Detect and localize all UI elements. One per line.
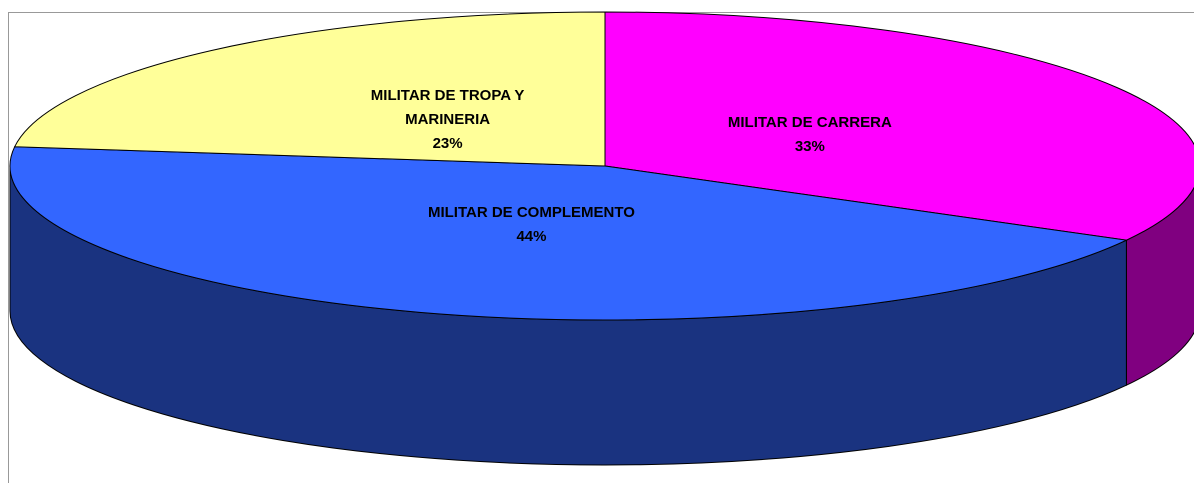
slice (13, 11, 606, 167)
slice-label: MILITAR DE TROPA Y MARINERIA (370, 86, 525, 128)
slice-value-label: 23% (432, 134, 463, 152)
slice (9, 146, 1129, 321)
slice-label: MILITAR DE COMPLEMENTO (427, 203, 635, 221)
slice-label: MILITAR DE CARRERA (727, 113, 892, 131)
slice (604, 11, 1194, 241)
slice-value-label: 33% (794, 137, 825, 155)
slice-value-label: 44% (516, 227, 547, 245)
